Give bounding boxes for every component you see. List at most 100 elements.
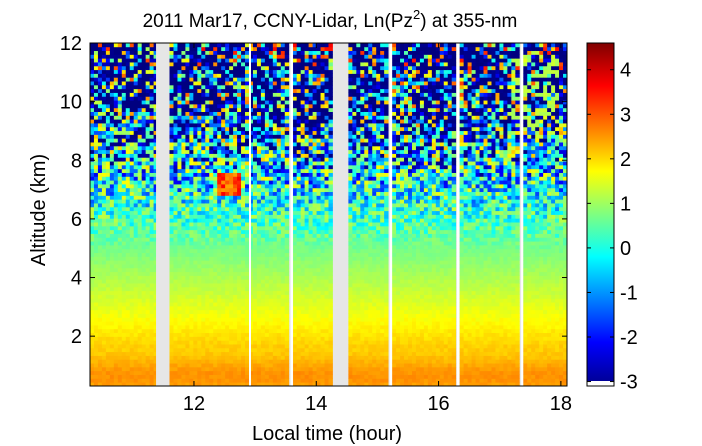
heatmap-cell bbox=[177, 172, 182, 177]
heatmap-cell bbox=[292, 244, 298, 250]
heatmap-cell bbox=[185, 290, 190, 295]
heatmap-cell bbox=[181, 298, 186, 303]
heatmap-cell bbox=[296, 161, 302, 166]
heatmap-cell bbox=[225, 54, 230, 59]
heatmap-cell bbox=[109, 126, 115, 132]
heatmap-cell bbox=[145, 298, 151, 303]
heatmap-cell bbox=[296, 336, 302, 341]
heatmap-cell bbox=[229, 103, 234, 109]
heatmap-cell bbox=[264, 264, 270, 269]
heatmap-cell bbox=[233, 153, 238, 158]
heatmap-cell bbox=[169, 222, 174, 227]
heatmap-cell bbox=[256, 130, 262, 135]
heatmap-cell bbox=[129, 279, 135, 284]
heatmap-cell bbox=[201, 374, 206, 379]
heatmap-cell bbox=[308, 271, 313, 276]
heatmap-cell bbox=[129, 187, 135, 193]
heatmap-cell bbox=[213, 344, 218, 349]
heatmap-cell bbox=[101, 107, 107, 112]
heatmap-cell bbox=[137, 157, 143, 162]
heatmap-cell bbox=[229, 241, 234, 246]
heatmap-cell bbox=[292, 206, 298, 212]
heatmap-cell bbox=[256, 168, 262, 173]
heatmap-cell bbox=[197, 218, 202, 223]
heatmap-cell bbox=[173, 328, 178, 334]
heatmap-cell bbox=[117, 218, 123, 223]
heatmap-cell bbox=[237, 180, 242, 185]
heatmap-cell bbox=[90, 256, 95, 261]
heatmap-cell bbox=[237, 119, 242, 124]
heatmap-cell bbox=[241, 344, 246, 349]
heatmap-cell bbox=[97, 203, 103, 208]
heatmap-cell bbox=[177, 69, 182, 74]
heatmap-cell bbox=[213, 119, 218, 124]
heatmap-cell bbox=[249, 62, 254, 67]
heatmap-cell bbox=[260, 267, 266, 273]
heatmap-cell bbox=[312, 69, 317, 74]
heatmap-cell bbox=[153, 73, 158, 78]
heatmap-cell bbox=[225, 309, 230, 314]
heatmap-cell bbox=[304, 119, 310, 124]
heatmap-cell bbox=[249, 374, 254, 379]
heatmap-cell bbox=[296, 363, 302, 368]
heatmap-cell bbox=[113, 317, 119, 322]
heatmap-cell bbox=[117, 62, 123, 67]
heatmap-cell bbox=[245, 92, 250, 97]
heatmap-cell bbox=[221, 145, 226, 151]
heatmap-cell bbox=[237, 370, 242, 375]
heatmap-cell bbox=[97, 168, 103, 173]
heatmap-cell bbox=[320, 225, 325, 231]
heatmap-cell bbox=[117, 294, 123, 299]
heatmap-cell bbox=[101, 321, 107, 326]
heatmap-cell bbox=[225, 233, 230, 238]
heatmap-cell bbox=[201, 267, 206, 273]
heatmap-cell bbox=[149, 123, 154, 128]
heatmap-cell bbox=[284, 233, 290, 238]
heatmap-cell bbox=[256, 54, 262, 59]
heatmap-cell bbox=[141, 374, 147, 379]
heatmap-cell bbox=[221, 195, 226, 200]
heatmap-cell bbox=[245, 100, 250, 105]
heatmap-cell bbox=[153, 290, 158, 295]
heatmap-cell bbox=[264, 115, 270, 120]
heatmap-cell bbox=[241, 84, 246, 90]
heatmap-cell bbox=[149, 321, 154, 326]
heatmap-cell bbox=[185, 298, 190, 303]
heatmap-cell bbox=[237, 142, 242, 147]
heatmap-cell bbox=[221, 176, 226, 181]
heatmap-cell bbox=[229, 344, 234, 349]
heatmap-cell bbox=[272, 142, 278, 147]
heatmap-cell bbox=[133, 351, 139, 356]
heatmap-cell bbox=[264, 172, 270, 177]
heatmap-cell bbox=[109, 298, 115, 303]
heatmap-cell bbox=[197, 77, 202, 82]
heatmap-cell bbox=[316, 50, 321, 55]
heatmap-cell bbox=[129, 65, 135, 71]
heatmap-cell bbox=[217, 123, 222, 128]
heatmap-cell bbox=[284, 77, 290, 82]
heatmap-cell bbox=[260, 84, 266, 90]
heatmap-cell bbox=[105, 142, 111, 147]
heatmap-cell bbox=[181, 115, 186, 120]
heatmap-cell bbox=[97, 191, 103, 196]
heatmap-cell bbox=[181, 286, 186, 292]
heatmap-cell bbox=[121, 46, 127, 52]
heatmap-cell bbox=[90, 157, 95, 162]
heatmap-cell bbox=[241, 43, 246, 48]
heatmap-cell bbox=[316, 43, 321, 48]
heatmap-cell bbox=[137, 313, 143, 318]
heatmap-cell bbox=[137, 218, 143, 223]
heatmap-cell bbox=[149, 237, 154, 242]
heatmap-cell bbox=[197, 138, 202, 143]
heatmap-cell bbox=[113, 199, 119, 204]
heatmap-cell bbox=[181, 260, 186, 265]
heatmap-cell bbox=[129, 115, 135, 120]
heatmap-cell bbox=[153, 191, 158, 196]
heatmap-cell bbox=[177, 50, 182, 55]
heatmap-cell bbox=[133, 309, 139, 314]
heatmap-cell bbox=[320, 180, 325, 185]
heatmap-cell bbox=[205, 142, 210, 147]
heatmap-cell bbox=[292, 134, 298, 139]
heatmap-cell bbox=[105, 73, 111, 78]
heatmap-cell bbox=[101, 279, 107, 284]
